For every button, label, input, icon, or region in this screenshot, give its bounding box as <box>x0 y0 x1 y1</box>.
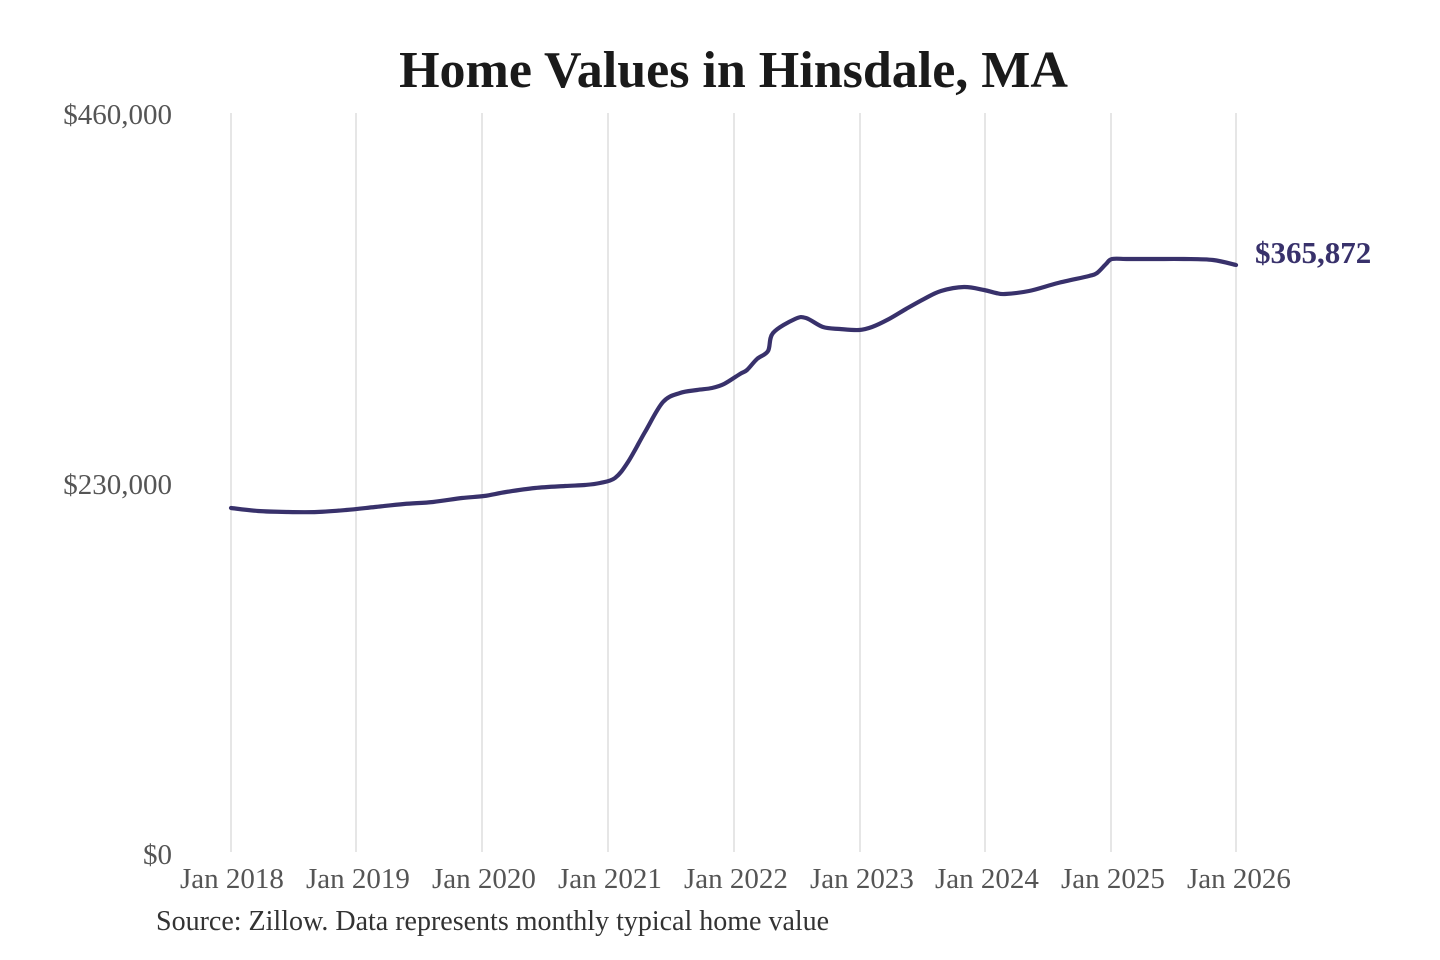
svg-text:Jan 2020: Jan 2020 <box>432 863 536 895</box>
svg-text:$230,000: $230,000 <box>63 469 172 501</box>
svg-text:$365,872: $365,872 <box>1255 235 1371 270</box>
svg-text:Jan 2021: Jan 2021 <box>558 863 662 895</box>
svg-text:$0: $0 <box>143 839 172 871</box>
svg-text:Jan 2019: Jan 2019 <box>306 863 410 895</box>
svg-text:Jan 2025: Jan 2025 <box>1061 863 1165 895</box>
svg-text:Jan 2018: Jan 2018 <box>180 863 284 895</box>
svg-text:Jan 2022: Jan 2022 <box>684 863 788 895</box>
svg-text:Jan 2024: Jan 2024 <box>935 863 1039 895</box>
svg-text:Jan 2026: Jan 2026 <box>1187 863 1291 895</box>
svg-text:$460,000: $460,000 <box>63 99 172 131</box>
svg-text:Jan 2023: Jan 2023 <box>810 863 914 895</box>
